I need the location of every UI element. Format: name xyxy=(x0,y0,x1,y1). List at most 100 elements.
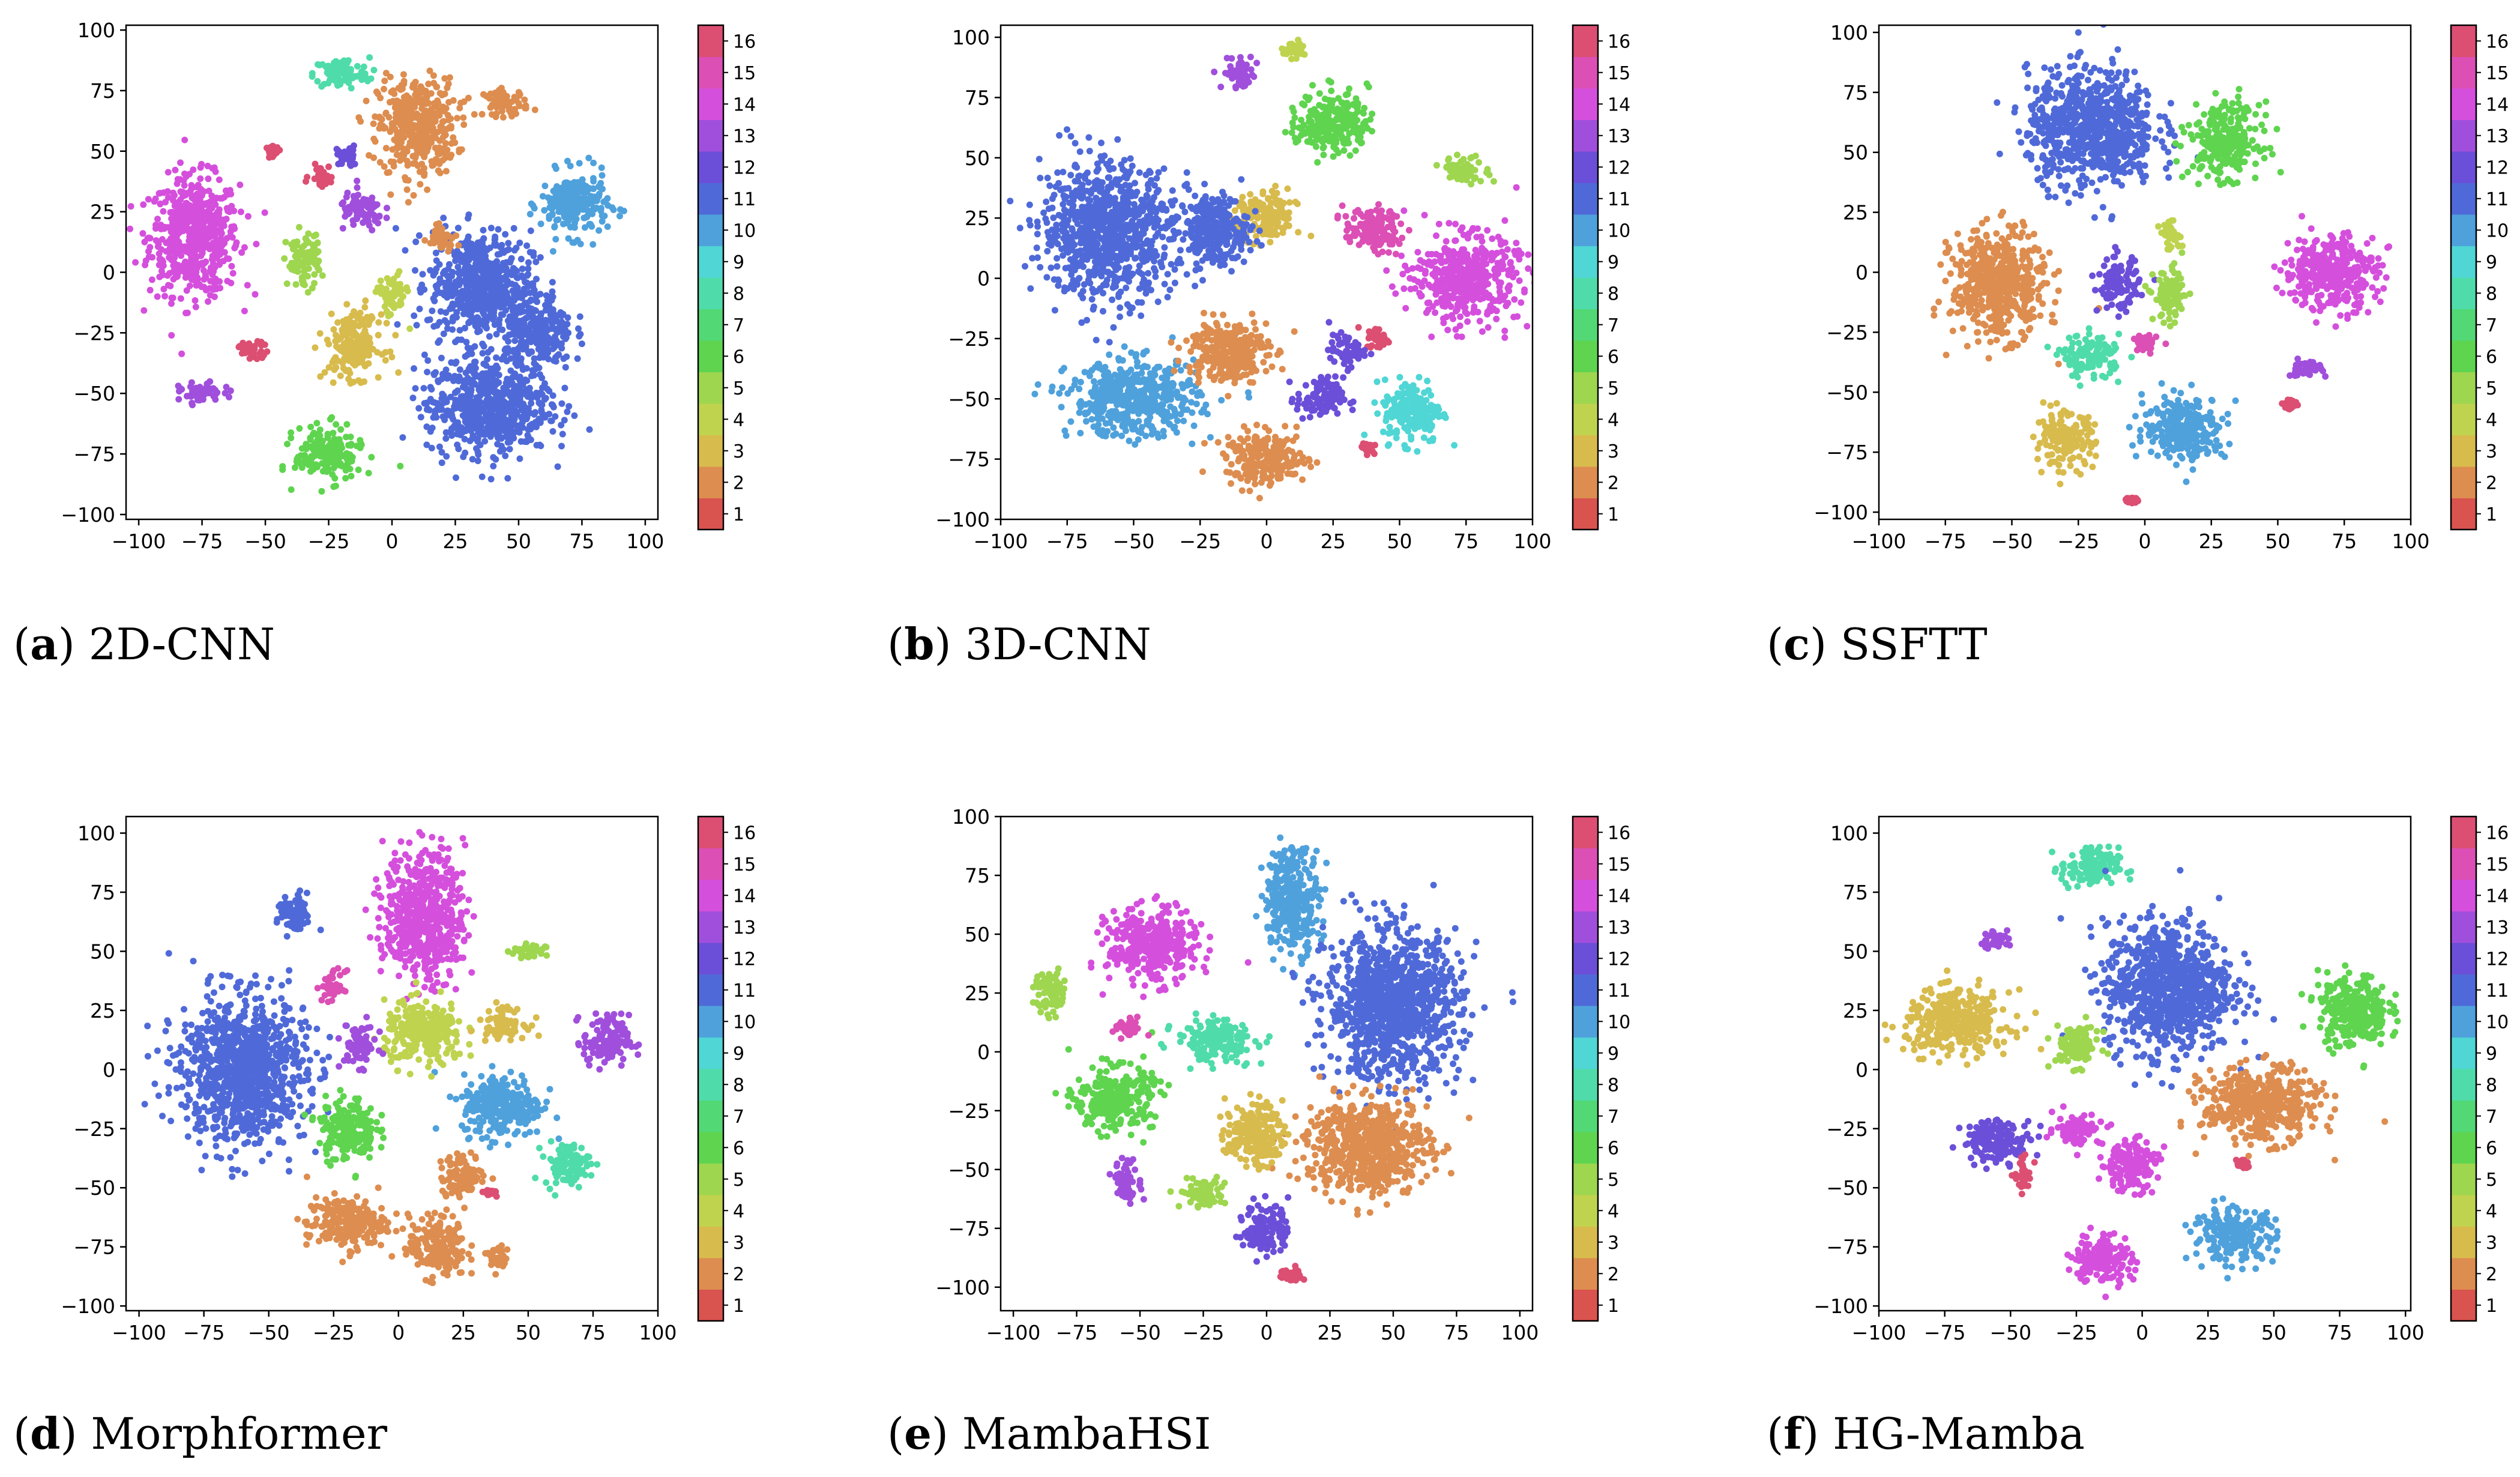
point xyxy=(399,150,406,157)
point xyxy=(333,331,339,339)
point xyxy=(490,462,497,470)
point xyxy=(411,365,417,372)
point xyxy=(312,231,319,238)
point xyxy=(426,406,433,414)
point xyxy=(1090,289,1097,296)
point xyxy=(391,136,398,143)
point xyxy=(384,169,391,177)
point xyxy=(462,325,468,331)
point xyxy=(331,76,338,83)
point xyxy=(598,172,606,179)
point xyxy=(620,207,627,214)
point xyxy=(437,243,444,250)
colorbar-label: 2 xyxy=(733,473,744,494)
point xyxy=(551,162,558,169)
point xyxy=(554,463,561,470)
point xyxy=(469,435,476,442)
point xyxy=(223,384,230,391)
point xyxy=(366,222,373,229)
point xyxy=(382,357,389,364)
colorbar-segment xyxy=(698,498,723,530)
point xyxy=(185,247,192,255)
point xyxy=(177,196,184,204)
point xyxy=(1098,139,1105,146)
point xyxy=(546,411,553,418)
point xyxy=(405,109,412,115)
point xyxy=(1119,274,1126,282)
point xyxy=(406,142,413,150)
point xyxy=(435,150,441,157)
point xyxy=(1112,195,1118,202)
point xyxy=(507,420,514,427)
point xyxy=(353,357,360,364)
colorbar-label: 8 xyxy=(733,283,744,304)
point xyxy=(552,413,559,420)
point xyxy=(1085,179,1092,186)
point xyxy=(496,250,504,258)
point xyxy=(1061,427,1069,434)
point xyxy=(510,346,517,354)
point xyxy=(1117,288,1124,295)
point xyxy=(456,327,463,334)
point xyxy=(418,85,426,92)
point xyxy=(395,369,402,376)
point xyxy=(183,287,190,294)
point xyxy=(1189,409,1196,416)
point xyxy=(452,396,459,403)
point xyxy=(433,257,440,264)
point xyxy=(382,124,389,131)
point xyxy=(220,222,228,229)
point xyxy=(388,298,396,306)
point xyxy=(177,159,184,166)
point xyxy=(1070,264,1076,271)
point xyxy=(499,89,507,96)
point xyxy=(469,289,477,296)
point xyxy=(1047,264,1055,271)
point xyxy=(507,355,514,362)
point xyxy=(1048,388,1055,394)
point xyxy=(537,291,544,298)
point xyxy=(1099,157,1105,164)
point xyxy=(438,126,445,133)
point xyxy=(555,325,562,332)
point xyxy=(453,474,459,482)
point xyxy=(362,331,369,338)
point xyxy=(1136,262,1143,270)
point xyxy=(188,276,195,283)
point xyxy=(343,301,351,308)
point xyxy=(172,214,179,222)
point xyxy=(1120,254,1127,261)
point xyxy=(537,220,544,228)
point xyxy=(364,313,370,321)
point xyxy=(436,89,444,97)
point xyxy=(598,164,605,171)
point xyxy=(332,482,339,489)
point xyxy=(477,423,484,430)
point xyxy=(1079,294,1087,301)
point xyxy=(471,253,478,261)
point xyxy=(560,355,567,362)
point xyxy=(343,421,351,428)
point xyxy=(1129,207,1136,214)
colorbar-label: 6 xyxy=(733,346,744,367)
point xyxy=(132,259,139,266)
point xyxy=(191,249,198,256)
point xyxy=(288,486,295,493)
point xyxy=(1108,208,1115,216)
point xyxy=(181,136,188,143)
point xyxy=(375,331,382,339)
colorbar-segment xyxy=(698,214,723,246)
point xyxy=(1076,148,1084,156)
point xyxy=(577,240,584,247)
point xyxy=(279,466,286,473)
point xyxy=(1026,201,1033,208)
point xyxy=(332,450,339,457)
point xyxy=(445,279,452,286)
point xyxy=(551,223,558,230)
point xyxy=(363,97,370,104)
point xyxy=(539,193,546,200)
point xyxy=(1143,256,1150,264)
point xyxy=(525,265,532,273)
point xyxy=(481,270,489,277)
point xyxy=(166,245,173,252)
